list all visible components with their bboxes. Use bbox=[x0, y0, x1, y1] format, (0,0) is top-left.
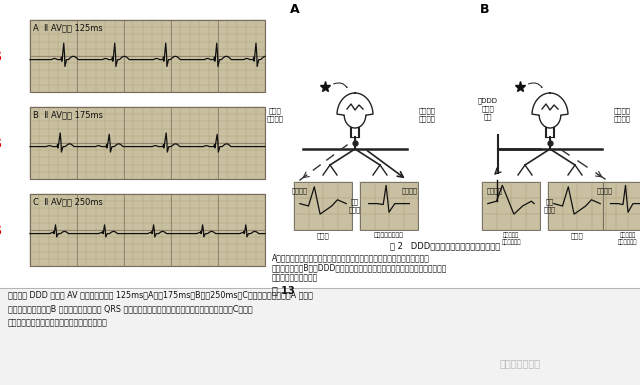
Text: 冲动沿房
室结下传: 冲动沿房 室结下传 bbox=[614, 107, 630, 122]
Text: 冲动沿房
室结下传: 冲动沿房 室结下传 bbox=[419, 107, 435, 122]
Text: 本图是将 DDD 起博器 AV 间期分别程控为 125ms（A）、175ms（B）、250ms（C）后记录的心电图。A 条中室: 本图是将 DDD 起博器 AV 间期分别程控为 125ms（A）、175ms（B… bbox=[8, 290, 313, 299]
Text: A: A bbox=[290, 3, 300, 16]
Text: 融合波: 融合波 bbox=[317, 232, 330, 239]
Text: 室，并形成室性融合波: 室，并形成室性融合波 bbox=[272, 273, 318, 282]
Bar bbox=[603, 182, 640, 230]
Text: 激动心室: 激动心室 bbox=[487, 187, 503, 194]
Bar bbox=[268, 0, 640, 290]
Text: A图：尴膏融合位室伸时激动经房室结及旁路分别下传激动心室的不同部位形: A图：尴膏融合位室伸时激动经房室结及旁路分别下传激动心室的不同部位形 bbox=[272, 253, 430, 262]
Text: 冲动经
旁路下传: 冲动经 旁路下传 bbox=[266, 107, 284, 122]
Bar bbox=[294, 182, 352, 230]
Bar bbox=[482, 182, 540, 230]
Text: 木晓晓心电资讯: 木晓晓心电资讯 bbox=[499, 358, 541, 368]
Text: 房室结下传
单纯起搏心室: 房室结下传 单纯起搏心室 bbox=[618, 232, 637, 244]
Text: C  Ⅱ AV间期 250ms: C Ⅱ AV间期 250ms bbox=[33, 197, 103, 206]
FancyArrowPatch shape bbox=[333, 83, 347, 87]
Text: 成室性融合波；B图：DDD起博时，室上性激动经起博器和房室结同时下传激动心: 成室性融合波；B图：DDD起博时，室上性激动经起博器和房室结同时下传激动心 bbox=[272, 263, 447, 272]
Text: 起博信号夺获心室；B 条中室起博信号后的 QRS 波为心室融合波（包括房室结、激动心室的成分）；C条心室: 起博信号夺获心室；B 条中室起博信号后的 QRS 波为心室融合波（包括房室结、激… bbox=[8, 304, 253, 313]
Text: 形成
融合波: 形成 融合波 bbox=[544, 198, 556, 213]
Text: 激动心室: 激动心室 bbox=[597, 187, 613, 194]
Text: B  Ⅱ AV间期 175ms: B Ⅱ AV间期 175ms bbox=[33, 110, 103, 119]
Text: 融合波: 融合波 bbox=[571, 232, 584, 239]
Bar bbox=[30, 20, 265, 92]
Bar bbox=[0, 0, 268, 385]
Bar bbox=[360, 182, 418, 230]
Bar bbox=[0, 288, 640, 385]
Text: 图 13: 图 13 bbox=[272, 285, 295, 295]
Text: 经导线下传
单纯起搏心室: 经导线下传 单纯起搏心室 bbox=[501, 232, 521, 244]
Text: 形成
融合波: 形成 融合波 bbox=[349, 198, 361, 213]
FancyArrowPatch shape bbox=[529, 83, 542, 87]
Text: 125ms: 125ms bbox=[0, 47, 2, 65]
Bar bbox=[548, 182, 606, 230]
Bar bbox=[30, 107, 265, 179]
Text: A  Ⅱ AV间期 125ms: A Ⅱ AV间期 125ms bbox=[33, 23, 103, 32]
Text: 175ms: 175ms bbox=[0, 134, 2, 152]
Text: 激动心室: 激动心室 bbox=[292, 187, 308, 194]
Text: 图 2   DDD起博时室性融合波发生的示意图: 图 2 DDD起博时室性融合波发生的示意图 bbox=[390, 241, 500, 250]
Text: 250ms: 250ms bbox=[0, 221, 2, 239]
Text: 单纯经房室结下传: 单纯经房室结下传 bbox=[374, 232, 404, 238]
Text: 激动心室: 激动心室 bbox=[402, 187, 418, 194]
Text: B: B bbox=[480, 3, 490, 16]
Bar bbox=[30, 194, 265, 266]
Text: 起博信号消失，心房激动沿房室结下传激动心室: 起博信号消失，心房激动沿房室结下传激动心室 bbox=[8, 318, 108, 327]
Text: 经DDD
起搏器
下传: 经DDD 起搏器 下传 bbox=[478, 97, 498, 120]
